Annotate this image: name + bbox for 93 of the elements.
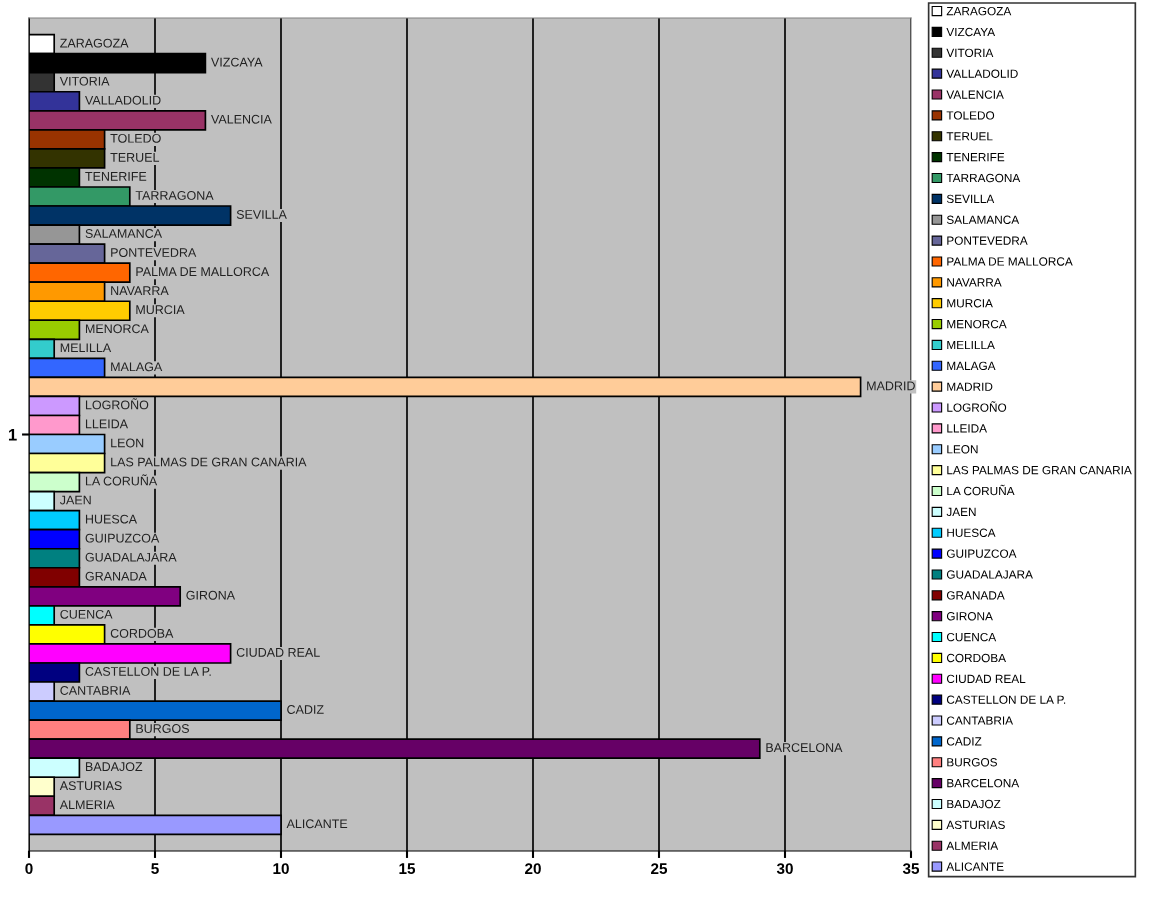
legend-label: MENORCA (947, 319, 1007, 329)
legend-label: CIUDAD REAL (946, 674, 1026, 683)
legend-label: VALENCIA (946, 90, 1004, 99)
data-label: VIZCAYA (211, 57, 263, 67)
data-label: LEON (111, 438, 144, 448)
legend-label: MADRID (947, 382, 993, 391)
legend-label: TERUEL (946, 132, 993, 141)
data-label: CORDOBA (110, 628, 174, 638)
legend-label: JAEN (946, 507, 976, 517)
legend-label: CADIZ (946, 737, 982, 746)
legend-label: HUESCA (947, 528, 996, 537)
legend-label: LEON (947, 445, 978, 454)
data-label: MENORCA (85, 324, 149, 334)
data-label: NAVARRA (111, 286, 169, 295)
data-label: JAEN (59, 495, 91, 505)
data-label: GUADALAJARA (85, 552, 177, 562)
legend-label: CORDOBA (946, 653, 1007, 663)
legend-label: GUIPUZCOA (946, 549, 1017, 558)
x-tick-label: 5 (151, 863, 159, 875)
legend-label: CANTABRIA (946, 716, 1014, 725)
legend-label: CASTELLON DE LA P. (946, 695, 1066, 704)
x-tick-label: 15 (399, 863, 416, 875)
legend-label: BARCELONA (947, 778, 1020, 788)
y-tick-label: 1 (8, 429, 17, 441)
data-label: CIUDAD REAL (236, 647, 320, 657)
x-tick-label: 0 (25, 863, 33, 875)
legend-label: VALLADOLID (946, 69, 1018, 78)
data-label: TARRAGONA (135, 191, 214, 200)
legend-label: LA CORUÑA (947, 484, 1015, 496)
legend-label: GUADALAJARA (946, 570, 1033, 579)
data-label: TOLEDO (110, 133, 161, 143)
data-label: MELILLA (60, 343, 112, 353)
legend-label: MALAGA (947, 361, 996, 371)
data-label: ALICANTE (286, 819, 348, 829)
legend-label: PONTEVEDRA (947, 236, 1028, 245)
data-label: VITORIA (59, 76, 110, 86)
data-label: ZARAGOZA (60, 38, 129, 48)
data-label: CUENCA (60, 609, 113, 619)
data-label: BURGOS (136, 724, 189, 733)
data-label: SALAMANCA (85, 229, 163, 238)
data-label: CADIZ (287, 705, 324, 714)
data-label: BADAJOZ (85, 762, 143, 772)
x-tick-label: 35 (902, 863, 920, 875)
data-label: LLEIDA (85, 419, 129, 429)
legend-label: ZARAGOZA (946, 6, 1012, 16)
data-label: GRANADA (85, 571, 147, 581)
data-label: LAS PALMAS DE GRAN CANARIA (111, 457, 307, 467)
data-label: ALMERIA (59, 800, 115, 810)
data-label: MALAGA (111, 362, 163, 372)
legend-label: MELILLA (947, 340, 995, 350)
data-label: TENERIFE (85, 172, 147, 181)
legend-label: NAVARRA (947, 278, 1002, 287)
data-label: HUESCA (85, 514, 138, 524)
data-label: GIRONA (186, 590, 236, 600)
x-tick-label: 10 (273, 863, 289, 875)
legend-label: BADAJOZ (947, 799, 1001, 809)
legend-label: GRANADA (946, 591, 1005, 600)
data-label: SEVILLA (236, 210, 287, 219)
data-label: LA CORUÑA (85, 474, 158, 486)
legend-label: ALICANTE (946, 862, 1004, 871)
x-tick-label: 20 (525, 863, 541, 875)
legend-label: SALAMANCA (946, 215, 1020, 224)
data-label: VALLADOLID (85, 95, 161, 105)
data-label: TERUEL (110, 153, 160, 162)
legend-label: VIZCAYA (946, 27, 996, 37)
legend-label: TENERIFE (946, 153, 1005, 162)
legend-label: MURCIA (947, 299, 993, 308)
legend-label: ASTURIAS (946, 820, 1005, 830)
legend-label: SEVILLA (946, 194, 995, 204)
legend-label: VITORIA (946, 48, 994, 58)
data-label: BARCELONA (766, 743, 843, 753)
legend-label: ALMERIA (946, 841, 999, 850)
data-label: LOGROÑO (85, 398, 149, 410)
legend-label: PALMA DE MALLORCA (947, 257, 1073, 266)
data-label: CASTELLON DE LA P. (85, 667, 211, 676)
data-label: MADRID (867, 381, 915, 391)
legend-label: LAS PALMAS DE GRAN CANARIA (947, 465, 1132, 475)
legend-label: TOLEDO (946, 111, 995, 120)
legend-label: CUENCA (946, 632, 997, 642)
x-tick-label: 30 (776, 863, 793, 875)
data-label: MURCIA (136, 305, 185, 315)
legend-label: LLEIDA (947, 424, 988, 433)
x-tick-label: 25 (651, 863, 668, 875)
legend-label: GIRONA (946, 612, 993, 621)
data-label: CANTABRIA (60, 686, 131, 695)
data-label: VALENCIA (211, 114, 272, 124)
data-label: GUIPUZCOA (85, 533, 160, 543)
data-label: PONTEVEDRA (111, 248, 197, 257)
data-label: ASTURIAS (59, 781, 122, 791)
legend-label: LOGROÑO (947, 401, 1007, 412)
data-label: PALMA DE MALLORCA (136, 267, 270, 277)
legend-label: TARRAGONA (946, 173, 1021, 183)
legend-label: BURGOS (947, 758, 997, 767)
